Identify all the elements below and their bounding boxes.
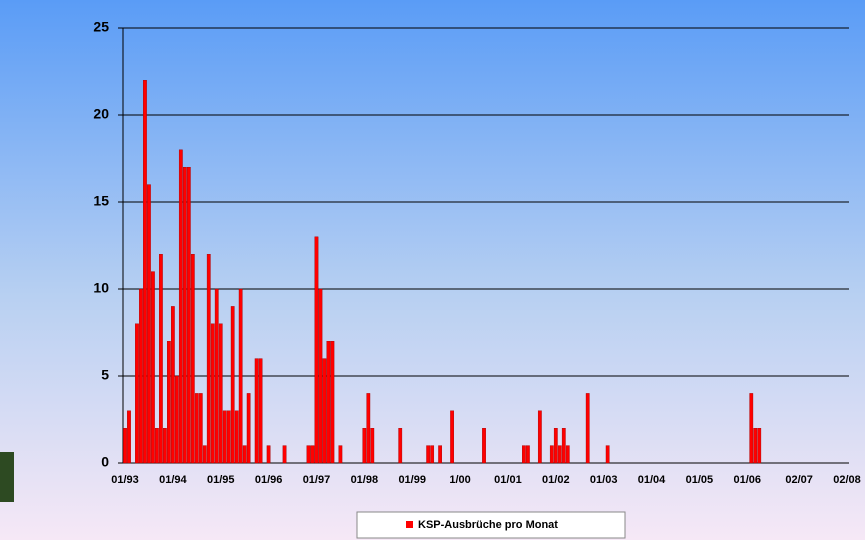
x-tick-label: 01/03 (590, 474, 618, 486)
bar (330, 341, 335, 464)
x-tick-label: 01/01 (494, 474, 522, 486)
bar (306, 445, 311, 464)
bar (322, 358, 327, 464)
legend-box (356, 511, 626, 539)
bar (430, 445, 435, 464)
bar (123, 428, 127, 464)
bar (163, 428, 167, 464)
photo-fragment (0, 452, 14, 502)
bar (190, 253, 195, 464)
x-tick-label: 01/96 (255, 474, 283, 486)
bar (398, 428, 403, 464)
bar (314, 236, 319, 464)
bar (159, 253, 163, 464)
bar (151, 271, 155, 464)
y-tick-label: 20 (93, 106, 109, 122)
bar (605, 445, 610, 464)
bar (522, 445, 526, 464)
bar (585, 393, 590, 464)
bar (338, 445, 343, 464)
bar (749, 393, 754, 464)
x-tick-label: 1/00 (449, 474, 470, 486)
bar (362, 428, 367, 464)
x-tick-label: 01/97 (303, 474, 331, 486)
bar (310, 445, 315, 464)
x-tick-label: 01/02 (542, 474, 570, 486)
y-tick-label: 15 (93, 193, 109, 209)
bar (266, 445, 271, 464)
bar (318, 288, 323, 464)
bar (206, 253, 211, 464)
legend: KSP-Ausbrüche pro Monat (356, 511, 626, 539)
bar (166, 341, 171, 464)
bar (127, 410, 131, 464)
x-tick-label: 02/07 (785, 474, 813, 486)
bar (214, 288, 219, 464)
bar (242, 445, 247, 464)
x-tick-label: 01/05 (686, 474, 714, 486)
bar (238, 288, 243, 464)
bar (450, 410, 454, 464)
bar (557, 445, 562, 464)
bar (258, 358, 263, 464)
bar (565, 445, 570, 464)
bar (561, 428, 566, 464)
bar (226, 410, 231, 464)
y-tick-label: 10 (93, 280, 109, 296)
bar (370, 428, 375, 464)
bar (438, 445, 443, 464)
bar (147, 184, 151, 464)
bar (366, 393, 371, 464)
bar (526, 445, 530, 464)
bar (230, 306, 235, 464)
legend-label: KSP-Ausbrüche pro Monat (418, 519, 558, 531)
bar (757, 428, 762, 464)
y-tick-label: 25 (93, 19, 109, 35)
x-tick-label: 01/98 (351, 474, 379, 486)
bar (326, 341, 331, 464)
bar (155, 428, 159, 464)
bar (174, 375, 179, 464)
bar (234, 410, 239, 464)
plot-area: 0 5 10 15 20 25 01/93 01/94 01/95 01/96 01/97 01/98… (93, 19, 860, 486)
bar (222, 410, 227, 464)
bar (198, 393, 203, 464)
x-tick-label: 02/08 (833, 474, 861, 486)
bar (186, 166, 191, 464)
bar (218, 323, 223, 464)
x-tick-label: 01/93 (111, 474, 139, 486)
bar (282, 445, 287, 464)
bar (182, 166, 187, 464)
bar (210, 323, 215, 464)
x-tick-label: 01/95 (207, 474, 235, 486)
x-tick-label: 01/99 (398, 474, 426, 486)
bar (178, 149, 183, 464)
bar (426, 445, 431, 464)
legend-marker (406, 521, 413, 528)
bar (194, 393, 199, 464)
bar (254, 358, 259, 464)
bar (202, 445, 207, 464)
bar (753, 428, 758, 464)
x-tick-label: 01/06 (734, 474, 762, 486)
bar (246, 393, 251, 464)
bar (549, 445, 554, 464)
bar (139, 288, 143, 464)
bar (537, 410, 542, 464)
x-tick-label: 01/94 (159, 474, 187, 486)
bar (135, 323, 139, 464)
y-tick-label: 5 (101, 367, 109, 383)
bar (482, 428, 486, 464)
bar (170, 306, 175, 464)
y-tick-label: 0 (101, 454, 109, 470)
bar (143, 79, 147, 464)
x-tick-label: 01/04 (638, 474, 666, 486)
bar (553, 428, 558, 464)
